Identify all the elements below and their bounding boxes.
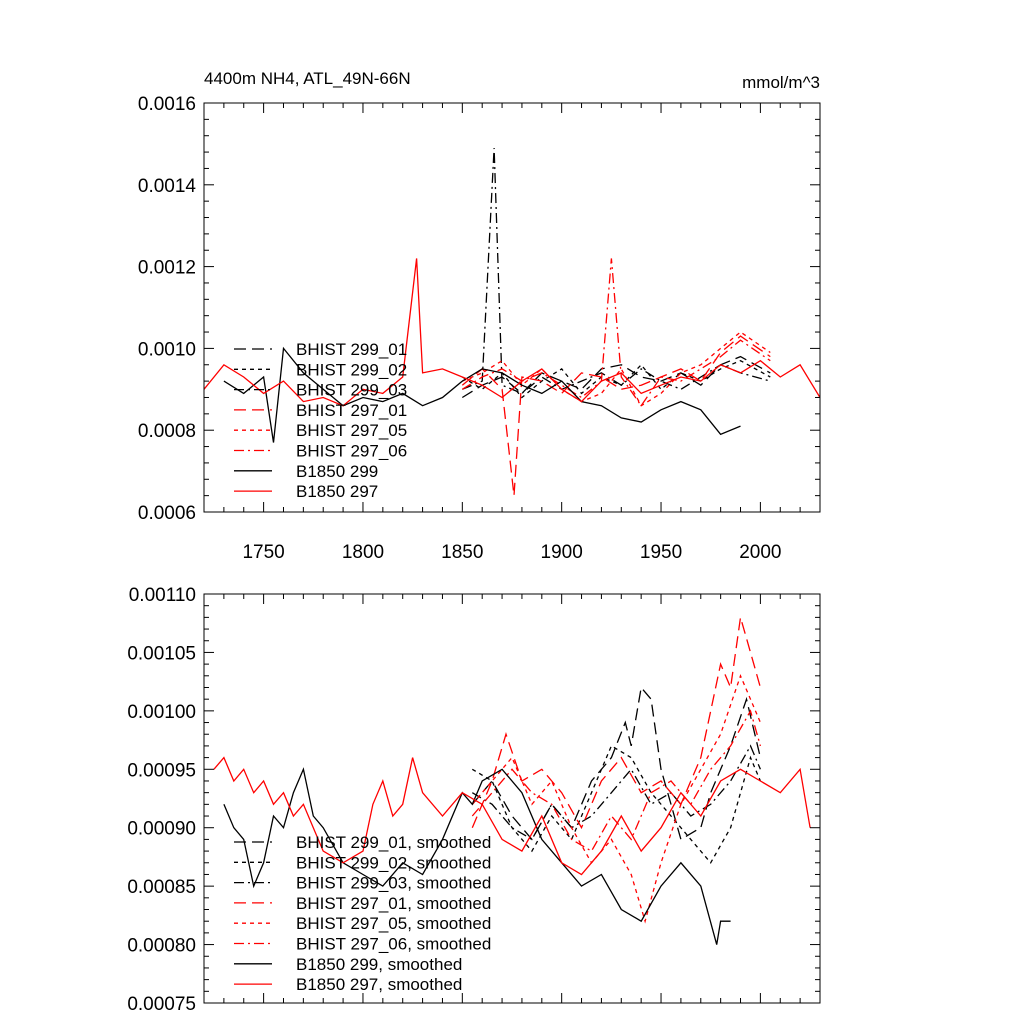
y-tick-label: 0.00100	[127, 702, 196, 723]
y-tick-label: 0.00105	[127, 643, 196, 664]
series-line-6	[223, 346, 741, 443]
y-tick-label: 0.0006	[138, 503, 196, 524]
series-line-7	[213, 756, 811, 876]
y-tick-label: 0.00090	[127, 819, 196, 840]
y-tick-label: 0.0016	[138, 94, 196, 115]
series-line-5	[461, 258, 771, 407]
legend-label: BHIST 299_02, smoothed	[296, 853, 491, 872]
series-line-7	[204, 258, 820, 407]
series-line-4	[462, 331, 771, 407]
x-tick-label: 1950	[640, 542, 682, 563]
bottom-panel: 0.00075 0.00080 0.00085 0.00090 0.00095 0.001…	[127, 585, 821, 1015]
series-line-6	[223, 767, 731, 945]
top-panel: 4400m NH4, ATL_49N-66N mmol/m^3 0.0006 0.…	[138, 69, 821, 563]
legend-label: BHIST 299_02	[296, 360, 407, 379]
legend-label: B1850 297	[296, 482, 378, 501]
y-tick-label: 0.00085	[127, 877, 196, 898]
legend-label: BHIST 299_01	[296, 340, 407, 359]
series-line-4	[471, 673, 761, 924]
legend-label: B1850 297, smoothed	[296, 975, 462, 994]
y-tick-label: 0.0012	[138, 258, 196, 279]
legend-label: B1850 299	[296, 462, 378, 481]
x-tick-label: 2000	[739, 542, 781, 563]
y-tick-label: 0.0014	[138, 176, 197, 197]
x-tick-label: 1750	[242, 542, 284, 563]
plot-frame	[203, 593, 821, 1004]
series-line-3	[471, 617, 762, 830]
plot-frame	[203, 102, 821, 513]
series-line-2	[462, 147, 771, 395]
legend-label: BHIST 297_06	[296, 442, 407, 461]
y-tick-label: 0.00080	[127, 936, 196, 957]
legend-label: BHIST 299_01, smoothed	[296, 833, 491, 852]
legend-label: BHIST 297_05, smoothed	[296, 914, 491, 933]
series-line-1	[471, 744, 761, 864]
top-panel-title: 4400m NH4, ATL_49N-66N	[204, 69, 411, 88]
y-tick-label: 0.0008	[138, 421, 196, 442]
x-tick-label: 1900	[541, 542, 583, 563]
series-line-5	[471, 709, 762, 852]
legend-label: B1850 299, smoothed	[296, 955, 462, 974]
y-tick-label: 0.00110	[129, 585, 196, 606]
legend-label: BHIST 299_03	[296, 381, 407, 400]
series-line-3	[461, 335, 771, 496]
legend-label: BHIST 297_05	[296, 421, 407, 440]
legend-label: BHIST 297_01	[296, 401, 407, 420]
x-tick-label: 1850	[441, 542, 483, 563]
y-tick-label: 0.0010	[138, 339, 196, 360]
series-line-2	[471, 744, 761, 841]
series-line-1	[461, 359, 771, 399]
series-group	[213, 617, 811, 945]
y-tick-label: 0.00095	[127, 760, 196, 781]
x-tick-label: 1800	[342, 542, 384, 563]
series-group	[204, 147, 820, 496]
legend-label: BHIST 297_06, smoothed	[296, 935, 491, 954]
legend-label: BHIST 299_03, smoothed	[296, 874, 491, 893]
top-panel-units: mmol/m^3	[742, 73, 820, 92]
y-tick-label: 0.00075	[127, 994, 196, 1015]
legend-label: BHIST 297_01, smoothed	[296, 894, 491, 913]
